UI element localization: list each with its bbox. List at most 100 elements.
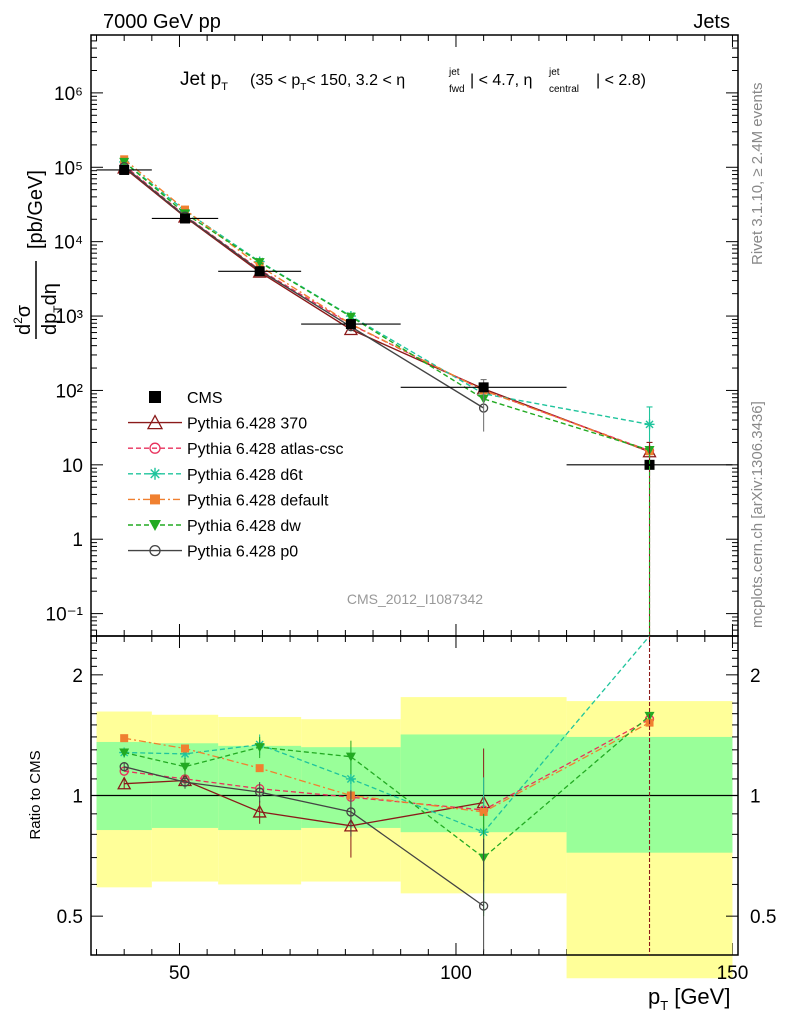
y-tick-label: 10³ [56, 307, 83, 328]
ratio-series-point-2-3 [345, 773, 356, 784]
title-cut-3: | < 4.7, η [470, 72, 532, 89]
title-main: Jet p [180, 69, 221, 90]
cms-data-point-5 [644, 459, 655, 470]
ratio-series-point-0-0 [117, 776, 132, 790]
svg-text:d2σ: d2σ [11, 304, 35, 335]
ratio-series-point-0-2 [252, 804, 267, 818]
legend-label-1: Pythia 6.428 atlas-csc [187, 441, 344, 458]
ratio-series-line-4 [124, 715, 650, 859]
ratio-y-tick-label-right: 0.5 [750, 907, 776, 928]
ratio-series-point-4-2 [254, 743, 265, 753]
svg-text:Jet pT: Jet pT [180, 69, 228, 93]
x-tick-label: 150 [717, 963, 749, 984]
main-series-line-4 [123, 161, 650, 451]
cms-data-point-0 [119, 164, 130, 175]
legend: CMS Pythia 6.428 370 Pythia 6.428 atlas-cs… [128, 390, 344, 561]
ratio-series-point-4-3 [345, 752, 356, 762]
legend-marker-4 [149, 520, 161, 531]
ylabel-numerator-sup: 2 [11, 317, 25, 324]
legend-label-2: Pythia 6.428 d6t [187, 467, 303, 484]
main-plot-title: Jet pT (35 < pT< 150, 3.2 < η jet fwd | … [180, 67, 646, 95]
ratio-y-tick-label-right: 2 [750, 666, 761, 687]
x-tick-label: 100 [440, 963, 472, 984]
title-cut-1-sub: T [300, 82, 306, 93]
legend-marker-3 [150, 494, 160, 505]
header-energy-label: 7000 GeV pp [103, 11, 221, 33]
y-tick-label: 10² [56, 381, 83, 402]
legend-label-4: Pythia 6.428 dw [187, 518, 301, 535]
title-cut-1: (35 < p [250, 72, 300, 89]
ratio-y-axis-label: Ratio to CMS [27, 750, 44, 839]
mcplots-label: mcplots.cern.ch [arXiv:1306.3436] [749, 401, 766, 628]
legend-marker-1 [149, 442, 161, 454]
xlabel-symbol: p [648, 984, 660, 1009]
legend-marker-2 [149, 467, 161, 480]
title-cut-2-sub: fwd [449, 84, 465, 95]
y-tick-label: 10⁴ [54, 233, 83, 254]
ratio-y-tick-label: 0.5 [57, 907, 83, 928]
svg-text:dpTdη: dpTdη [39, 283, 65, 335]
ratio-y-tick-label-right: 1 [750, 787, 761, 808]
cms-data-point-1 [180, 213, 191, 224]
main-y-axis-label: d2σ dpTdη [pb/GeV] [11, 170, 65, 339]
ratio-series-line-2 [124, 635, 650, 833]
ratio-series-point-5-0 [119, 762, 129, 772]
ratio-series-point-3-2 [255, 764, 264, 773]
header-category-label: Jets [693, 11, 730, 33]
x-axis-label: pT [GeV] [648, 984, 730, 1013]
y-tick-label: 10⁶ [54, 84, 83, 105]
ratio-series-point-4-0 [119, 748, 130, 758]
legend-marker-5 [149, 544, 161, 557]
legend-label-3: Pythia 6.428 default [187, 492, 329, 509]
ratio-series-point-2-3-stroke [346, 774, 355, 783]
legend-marker-2-stroke [150, 469, 160, 479]
ratio-series-line-1 [124, 718, 650, 811]
title-cut-2: < 150, 3.2 < η [306, 72, 405, 89]
analysis-watermark: CMS_2012_I1087342 [347, 591, 483, 607]
main-series-point-4-3 [345, 312, 356, 322]
main-series-line-2 [123, 161, 650, 426]
ratio-panel: 50 100 150 0.5 0.5 1 1 2 2 [57, 635, 776, 984]
title-cut-4: | < 2.8) [596, 72, 646, 89]
ratio-series-point-3-1 [181, 744, 190, 753]
legend-label-cms: CMS [187, 390, 223, 407]
xlabel-subscript: T [660, 998, 668, 1013]
ylabel-unit: [pb/GeV] [25, 170, 47, 249]
legend-marker-cms [149, 391, 161, 403]
ylabel-numerator: d [13, 324, 35, 335]
main-series-line-0 [123, 167, 650, 453]
title-cut-2-sup: jet [448, 67, 460, 78]
ratio-series-point-3-0 [120, 734, 129, 743]
y-tick-label: 10⁻¹ [46, 605, 84, 626]
svg-text:pT[GeV]: pT [GeV] [648, 984, 730, 1013]
main-series-point-4-2 [254, 258, 265, 268]
y-tick-label: 10⁵ [54, 158, 83, 179]
ratio-series-point-5-3 [346, 807, 356, 817]
legend-label-0: Pythia 6.428 370 [187, 416, 307, 433]
ratio-series-point-5-4 [478, 901, 489, 911]
main-series-line-1 [123, 164, 650, 452]
ratio-series-line-3 [124, 722, 650, 813]
title-cut-3-sub: central [549, 84, 579, 95]
rivet-version-label: Rivet 3.1.10, ≥ 2.4M events [749, 83, 766, 266]
legend-marker-0 [146, 414, 164, 430]
ratio-series-point-3-4 [479, 807, 488, 816]
xlabel-unit: [GeV] [674, 984, 730, 1009]
ylabel-numerator-symbol: σ [13, 304, 35, 317]
cms-data-point-2 [254, 266, 265, 277]
legend-label-5: Pythia 6.428 p0 [187, 544, 298, 561]
cms-data-point-4 [478, 382, 489, 393]
ratio-series-point-5-1 [180, 777, 190, 787]
ratio-series-point-4-1 [180, 762, 191, 772]
ratio-y-tick-label: 1 [72, 787, 83, 808]
y-tick-label: 1 [72, 530, 83, 551]
title-cut-3-sup: jet [548, 67, 560, 78]
x-tick-label: 50 [169, 963, 190, 984]
main-series-line-3 [123, 158, 650, 452]
ratio-y-tick-label: 2 [72, 666, 83, 687]
ylabel-denominator-sub: T [51, 305, 65, 313]
title-main-subscript: T [221, 81, 228, 93]
svg-text:(35 < pT< 150, 3.2 < η: (35 < pT< 150, 3.2 < η [250, 72, 405, 93]
ratio-series-point-5-2 [255, 787, 265, 797]
ylabel-denominator-symbol: dη [39, 283, 61, 305]
